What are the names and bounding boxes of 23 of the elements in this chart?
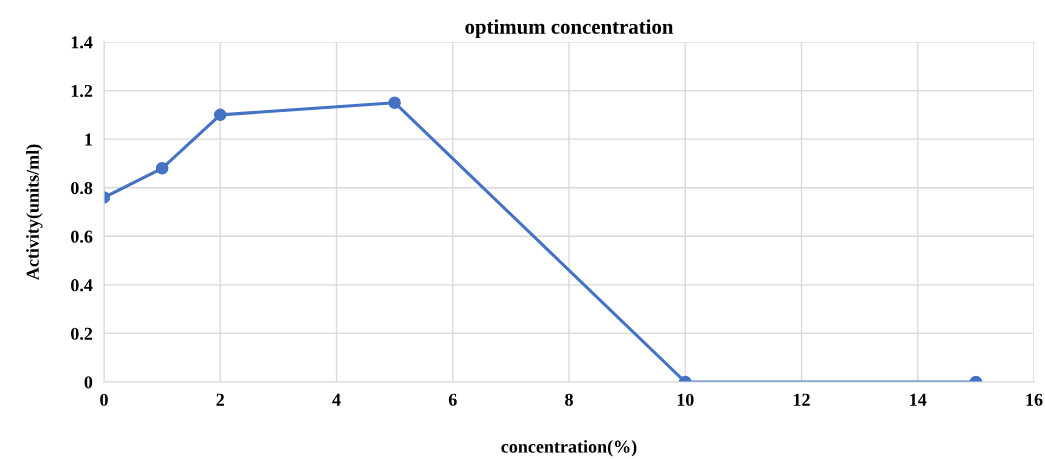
x-tick-label: 10 <box>677 393 694 406</box>
point <box>155 162 169 175</box>
y-axis-title: Activity(units/ml) <box>26 144 43 281</box>
y-tick-label: 1 <box>85 133 92 146</box>
x-tick-label: 12 <box>793 393 810 406</box>
x-tick-label: 16 <box>1026 393 1043 406</box>
y-tick-label: 1.4 <box>71 36 93 49</box>
y-tick-label: 0.8 <box>71 181 93 195</box>
point <box>388 96 401 109</box>
x-tick-label: 2 <box>216 393 224 406</box>
chart-title: optimum concentration <box>465 19 674 39</box>
y-tick-label: 0.2 <box>71 327 93 340</box>
x-tick-label: 14 <box>910 393 927 406</box>
x-axis-title: concentration(%) <box>501 440 637 457</box>
y-tick-label: 0.6 <box>71 230 93 243</box>
x-tick-label: 0 <box>100 393 108 406</box>
y-tick-label: 1.2 <box>71 84 93 98</box>
y-tick-label: 0 <box>84 376 93 389</box>
x-tick-label: 4 <box>332 393 341 406</box>
y-tick-label: 0.4 <box>71 279 93 292</box>
point <box>213 108 227 122</box>
x-tick-label: 6 <box>448 393 457 406</box>
x-tick-label: 8 <box>565 393 573 406</box>
